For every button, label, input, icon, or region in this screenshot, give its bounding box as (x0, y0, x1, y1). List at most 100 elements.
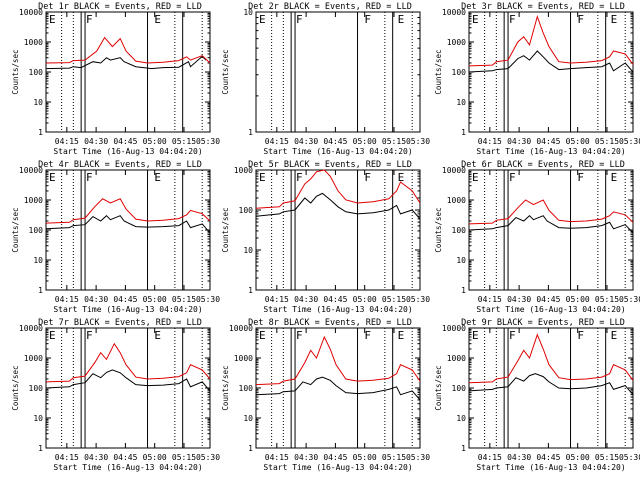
y-axis-label: Counts/sec (11, 207, 20, 252)
x-tick-label: 05:15 (172, 295, 196, 304)
x-tick-label: 04:30 (84, 137, 108, 146)
y-tick-label: 1000 (24, 354, 43, 363)
chart-title: Det 7r BLACK = Events, RED = LLD (38, 318, 202, 328)
x-axis-label: Start Time (16-Aug-13 04:04:20) (53, 463, 202, 472)
flag-label: F (86, 329, 93, 342)
x-tick-label: 04:15 (55, 453, 79, 462)
y-tick-label: 1 (248, 128, 253, 137)
x-tick-label: 05:30 (406, 453, 430, 462)
y-tick-label: 10000 (19, 8, 43, 17)
x-tick-label: 05:00 (143, 453, 167, 462)
x-tick-label: 04:30 (294, 453, 318, 462)
y-tick-label: 10 (33, 98, 43, 107)
chart-title: Det 6r BLACK = Events, RED = LLD (461, 160, 625, 170)
x-tick-label: 04:15 (478, 453, 502, 462)
y-tick-label: 100 (29, 68, 44, 77)
x-tick-label: 05:15 (172, 453, 196, 462)
flag-label: E (611, 329, 618, 342)
x-tick-label: 04:30 (294, 295, 318, 304)
y-tick-label: 1 (461, 128, 466, 137)
flag-label: E (398, 329, 405, 342)
flag-label: E (154, 13, 161, 26)
flag-label: E (611, 171, 618, 184)
lld-series-line (468, 333, 634, 384)
y-tick-label: 10000 (442, 166, 466, 175)
y-axis-label: Counts/sec (11, 49, 20, 94)
flag-label: E (49, 13, 56, 26)
y-tick-label: 10 (243, 246, 253, 255)
y-tick-label: 100 (239, 206, 254, 215)
x-tick-label: 05:00 (566, 295, 590, 304)
y-tick-label: 1 (461, 444, 466, 453)
events-series-line (468, 215, 634, 234)
y-tick-label: 10000 (229, 324, 253, 333)
x-axis-label: Start Time (16-Aug-13 04:04:20) (263, 147, 412, 156)
events-series-line (468, 50, 634, 73)
x-tick-label: 05:15 (595, 137, 619, 146)
x-tick-label: 05:15 (172, 137, 196, 146)
x-tick-label: 05:00 (566, 137, 590, 146)
y-axis-label: Counts/sec (221, 365, 230, 410)
chart-panel-3: Det 3r BLACK = Events, RED = LLD 1 10 100 10… (434, 2, 640, 156)
chart-panel-7: Det 7r BLACK = Events, RED = LLD 1 10 100 10… (11, 318, 220, 472)
x-tick-label: 05:30 (196, 137, 220, 146)
flag-label: F (509, 329, 516, 342)
y-tick-label: 10 (33, 414, 43, 423)
events-series-line (255, 192, 421, 220)
y-tick-label: 100 (29, 384, 44, 393)
plot-frame (255, 11, 421, 133)
y-tick-label: 10000 (442, 8, 466, 17)
lld-series-line (45, 36, 211, 64)
x-tick-label: 04:30 (507, 137, 531, 146)
x-tick-label: 05:15 (382, 137, 406, 146)
flag-label: E (472, 13, 479, 26)
lld-series-line (468, 199, 634, 225)
x-axis-label: Start Time (16-Aug-13 04:04:20) (263, 463, 412, 472)
x-tick-label: 04:15 (265, 295, 289, 304)
y-tick-label: 100 (452, 68, 467, 77)
plot-frame (468, 327, 634, 449)
flag-label: F (86, 13, 93, 26)
flag-label: F (577, 171, 584, 184)
flag-label: F (364, 13, 371, 26)
flag-label: E (398, 171, 405, 184)
x-tick-label: 05:30 (406, 137, 430, 146)
plot-frame (45, 327, 211, 449)
plot-frame (468, 11, 634, 133)
y-tick-label: 100 (239, 384, 254, 393)
flag-label: F (364, 171, 371, 184)
flag-label: E (154, 329, 161, 342)
x-tick-label: 05:00 (353, 295, 377, 304)
x-tick-label: 04:45 (323, 453, 347, 462)
flag-label: E (472, 171, 479, 184)
flag-label: F (509, 171, 516, 184)
y-tick-label: 10000 (19, 166, 43, 175)
x-tick-label: 05:30 (619, 295, 640, 304)
x-tick-label: 05:00 (353, 453, 377, 462)
y-tick-label: 1000 (447, 38, 466, 47)
chart-panel-2: Det 2r BLACK = Events, RED = LLD 1 10 Count… (221, 2, 430, 156)
x-tick-label: 04:30 (507, 295, 531, 304)
x-tick-label: 04:15 (478, 295, 502, 304)
x-tick-label: 05:30 (196, 453, 220, 462)
y-tick-label: 10 (33, 256, 43, 265)
x-tick-label: 04:45 (113, 295, 137, 304)
x-tick-label: 05:00 (143, 295, 167, 304)
chart-title: Det 1r BLACK = Events, RED = LLD (38, 2, 202, 12)
x-tick-label: 05:15 (595, 453, 619, 462)
flag-label: F (296, 171, 303, 184)
plot-frame (255, 169, 421, 291)
flag-label: F (364, 329, 371, 342)
y-tick-label: 1 (248, 444, 253, 453)
plot-frame (255, 327, 421, 449)
y-tick-label: 1000 (24, 38, 43, 47)
x-tick-label: 05:15 (382, 295, 406, 304)
y-axis-label: Counts/sec (11, 365, 20, 410)
lld-series-line (468, 14, 634, 67)
y-tick-label: 10 (456, 256, 466, 265)
x-tick-label: 04:45 (113, 453, 137, 462)
chart-panel-5: Det 5r BLACK = Events, RED = LLD 1 10 100 10… (221, 160, 430, 314)
flag-label: E (398, 13, 405, 26)
y-tick-label: 1000 (447, 196, 466, 205)
x-tick-label: 05:15 (595, 295, 619, 304)
